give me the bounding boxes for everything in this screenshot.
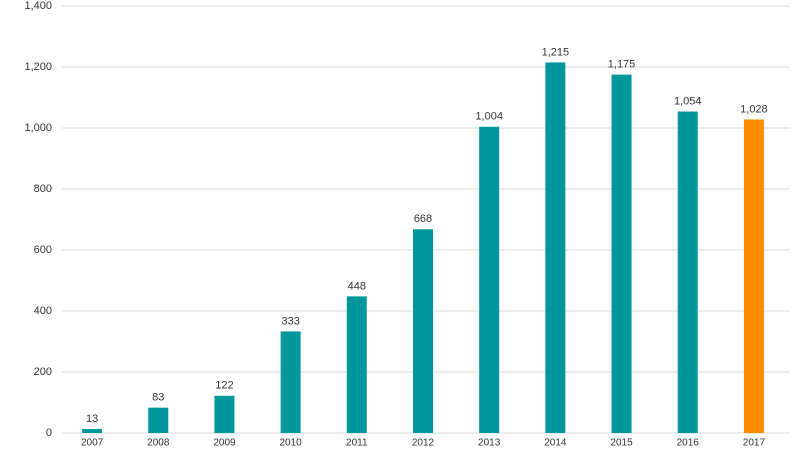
bar (479, 126, 500, 433)
y-tick-label: 800 (34, 183, 52, 195)
bar (413, 229, 433, 433)
bar (677, 111, 698, 433)
x-tick-label: 2017 (743, 438, 766, 449)
x-tick-label: 2007 (81, 438, 104, 449)
y-tick-label: 400 (34, 305, 52, 317)
x-tick-label: 2016 (677, 438, 700, 449)
value-label: 1,054 (674, 95, 702, 107)
y-tick-label: 0 (46, 427, 52, 439)
bar (148, 407, 169, 433)
value-label: 448 (348, 280, 366, 292)
bar (82, 429, 103, 433)
bar (611, 74, 632, 433)
x-tick-label: 2008 (147, 438, 170, 449)
y-tick-label: 200 (34, 366, 52, 378)
x-tick-label: 2010 (280, 438, 303, 449)
y-tick-label: 1,200 (24, 61, 52, 73)
x-tick-label: 2009 (213, 438, 236, 449)
value-label: 1,028 (740, 103, 768, 115)
bar (214, 395, 235, 433)
value-label: 1,175 (608, 59, 636, 71)
y-tick-label: 1,400 (24, 0, 52, 12)
x-tick-label: 2011 (346, 438, 368, 449)
x-tick-label: 2014 (544, 438, 567, 449)
x-tick-label: 2015 (610, 438, 633, 449)
y-tick-label: 600 (34, 244, 52, 256)
bar (743, 119, 764, 434)
value-label: 13 (86, 413, 98, 425)
value-label: 1,215 (542, 46, 570, 58)
y-tick-label: 1,000 (24, 122, 52, 134)
value-label: 668 (414, 213, 432, 225)
x-tick-label: 2012 (412, 438, 435, 449)
bar (545, 62, 566, 434)
bar (280, 331, 301, 433)
x-tick-label: 2013 (478, 438, 501, 449)
value-label: 122 (215, 380, 233, 392)
value-label: 333 (281, 315, 299, 327)
bar (346, 296, 367, 433)
value-label: 1,004 (475, 111, 503, 123)
value-label: 83 (152, 392, 164, 404)
